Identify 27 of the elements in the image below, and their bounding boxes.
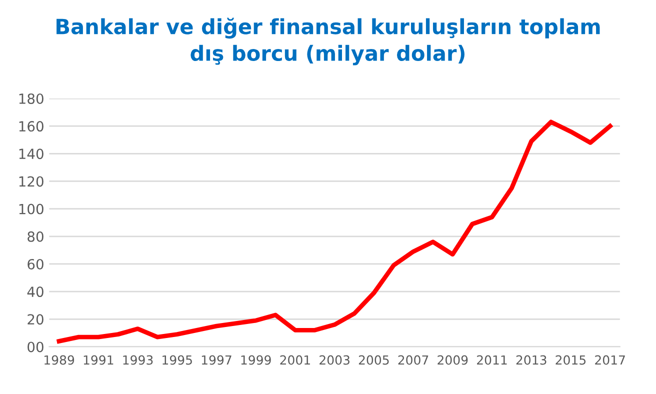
- x-tick-label: 2009: [438, 355, 468, 365]
- y-tick-label: 120: [19, 176, 44, 187]
- y-tick-label: 00: [28, 342, 44, 352]
- y-tick-label: 160: [19, 121, 44, 132]
- x-tick-label: 1999: [241, 355, 271, 365]
- x-tick-label: 2007: [398, 355, 428, 365]
- x-tick-label: 1989: [44, 355, 74, 365]
- x-tick-label: 1995: [162, 355, 192, 365]
- x-tick-label: 2017: [595, 355, 625, 365]
- x-tick-label: 2005: [358, 355, 389, 365]
- line-series: [56, 120, 612, 344]
- x-tick-label: 2013: [516, 355, 546, 365]
- x-tick-label: 1993: [123, 355, 153, 365]
- y-tick-label: 100: [19, 204, 44, 214]
- y-tick-label: 140: [19, 148, 44, 160]
- y-tick-label: 60: [28, 258, 44, 270]
- y-tick-label: 20: [28, 314, 44, 325]
- y-tick-label: 180: [19, 93, 44, 104]
- y-tick-label: 40: [27, 286, 44, 298]
- x-tick-label: 2011: [477, 355, 507, 365]
- x-tick-label: 1997: [202, 355, 232, 365]
- x-tick-label: 2015: [556, 355, 586, 365]
- y-tick-label: 80: [28, 231, 44, 242]
- x-tick-label: 2003: [320, 355, 350, 365]
- x-tick-label: 2001: [280, 355, 310, 365]
- chart-title: Bankalar ve diğer finansal kuruluşların toplam dış borcu (milyar dolar): [56, 18, 600, 66]
- x-tick-label: 1991: [84, 355, 114, 365]
